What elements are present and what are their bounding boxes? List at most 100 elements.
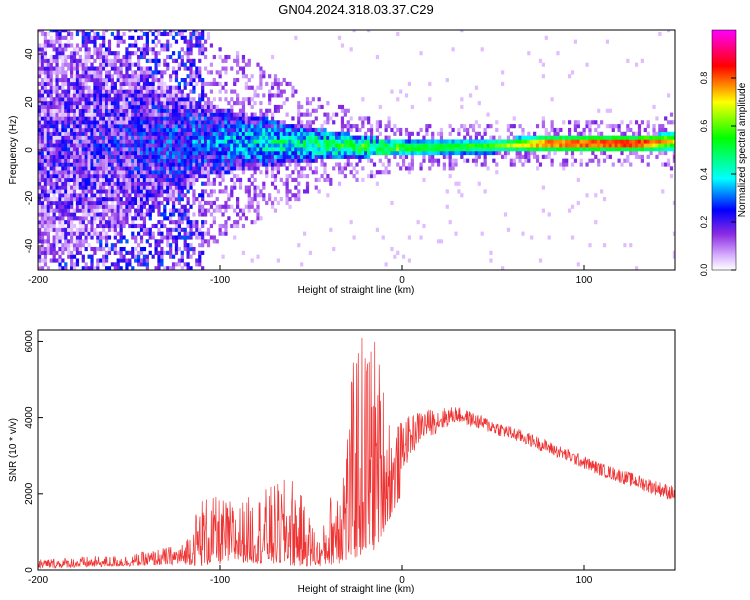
heatmap-cell xyxy=(250,120,254,125)
heatmap-cell xyxy=(78,193,82,198)
heatmap-cell xyxy=(201,235,205,240)
heatmap-cell xyxy=(297,112,301,117)
heatmap-cell xyxy=(658,139,662,144)
heatmap-cell xyxy=(209,150,214,156)
heatmap-cell xyxy=(314,147,318,152)
heatmap-cell xyxy=(477,131,481,136)
heatmap-cell xyxy=(198,58,202,63)
heatmap-cell xyxy=(169,135,173,140)
heatmap-cell xyxy=(151,124,155,129)
heatmap-cell xyxy=(238,120,243,125)
heatmap-cell xyxy=(468,143,473,148)
heatmap-cell xyxy=(215,239,219,244)
heatmap-cell xyxy=(81,158,85,163)
heatmap-cell xyxy=(46,231,50,236)
heatmap-cell xyxy=(131,223,135,229)
heatmap-cell xyxy=(38,158,42,163)
heatmap-cell xyxy=(270,135,275,140)
heatmap-cell xyxy=(189,154,193,159)
heatmap-cell xyxy=(192,170,196,175)
heatmap-cell xyxy=(253,189,257,194)
heatmap-cell xyxy=(174,124,179,129)
heatmap-cell xyxy=(40,170,45,175)
heatmap-cell xyxy=(652,104,656,110)
heatmap-cell xyxy=(238,131,243,136)
heatmap-cell xyxy=(142,231,147,236)
heatmap-cell xyxy=(102,181,106,186)
heatmap-cell xyxy=(396,127,400,133)
heatmap-cell xyxy=(61,147,65,152)
spectrogram-xlabel: Height of straight line (km) xyxy=(298,285,415,296)
heatmap-cell xyxy=(541,143,545,148)
heatmap-cell xyxy=(215,174,219,179)
heatmap-cell xyxy=(81,93,85,98)
heatmap-cell xyxy=(160,246,164,252)
heatmap-cell xyxy=(201,89,205,94)
heatmap-cell xyxy=(375,181,379,186)
heatmap-cell xyxy=(93,185,97,190)
heatmap-cell xyxy=(72,62,77,67)
heatmap-cell xyxy=(104,54,109,60)
heatmap-cell xyxy=(186,43,190,48)
heatmap-cell xyxy=(142,200,147,206)
heatmap-cell xyxy=(524,158,528,163)
heatmap-cell xyxy=(137,200,141,206)
heatmap-cell xyxy=(160,200,164,206)
heatmap-cell xyxy=(556,147,560,152)
heatmap-cell xyxy=(96,185,100,190)
heatmap-cell xyxy=(52,185,56,190)
heatmap-cell xyxy=(192,200,196,206)
heatmap-cell xyxy=(498,150,502,156)
heatmap-cell xyxy=(256,62,260,67)
heatmap-cell xyxy=(221,108,225,113)
heatmap-cell xyxy=(320,154,324,159)
heatmap-cell xyxy=(582,131,586,136)
heatmap-cell xyxy=(102,124,106,129)
heatmap-cell xyxy=(203,54,208,60)
heatmap-cell xyxy=(404,150,409,156)
heatmap-cell xyxy=(139,174,144,179)
heatmap-cell xyxy=(122,112,126,117)
heatmap-cell xyxy=(591,120,595,125)
heatmap-cell xyxy=(230,97,234,102)
heatmap-cell xyxy=(125,147,129,152)
heatmap-cell xyxy=(320,135,324,140)
heatmap-cell xyxy=(116,223,120,229)
heatmap-cell xyxy=(142,220,147,225)
heatmap-cell xyxy=(75,258,80,263)
heatmap-cell xyxy=(343,139,347,144)
heatmap-cell xyxy=(250,135,254,140)
heatmap-cell xyxy=(588,120,592,125)
heatmap-cell xyxy=(186,246,190,252)
heatmap-cell xyxy=(294,89,298,94)
heatmap-cell xyxy=(157,116,161,121)
heatmap-cell xyxy=(215,139,219,144)
heatmap-cell xyxy=(177,62,181,67)
heatmap-cell xyxy=(399,127,403,133)
heatmap-cell xyxy=(84,212,88,217)
heatmap-cell xyxy=(201,166,205,171)
heatmap-cell xyxy=(559,143,563,148)
heatmap-cell xyxy=(151,193,155,198)
heatmap-cell xyxy=(61,143,65,148)
heatmap-cell xyxy=(142,193,147,198)
heatmap-cell xyxy=(189,89,193,94)
heatmap-cell xyxy=(474,143,479,148)
heatmap-cell xyxy=(477,143,481,148)
heatmap-cell xyxy=(634,266,639,270)
heatmap-cell xyxy=(110,262,115,267)
heatmap-cell xyxy=(134,216,138,221)
heatmap-cell xyxy=(38,170,42,175)
heatmap-cell xyxy=(218,166,222,171)
heatmap-cell xyxy=(227,120,231,125)
heatmap-cell xyxy=(212,162,216,167)
heatmap-cell xyxy=(99,120,103,125)
heatmap-cell xyxy=(570,147,575,152)
heatmap-cell xyxy=(221,174,225,179)
heatmap-cell xyxy=(99,51,103,56)
heatmap-cell xyxy=(113,143,117,148)
heatmap-cell xyxy=(58,97,62,102)
heatmap-cell xyxy=(308,162,313,167)
heatmap-cell xyxy=(169,131,173,136)
heatmap-cell xyxy=(128,158,132,163)
